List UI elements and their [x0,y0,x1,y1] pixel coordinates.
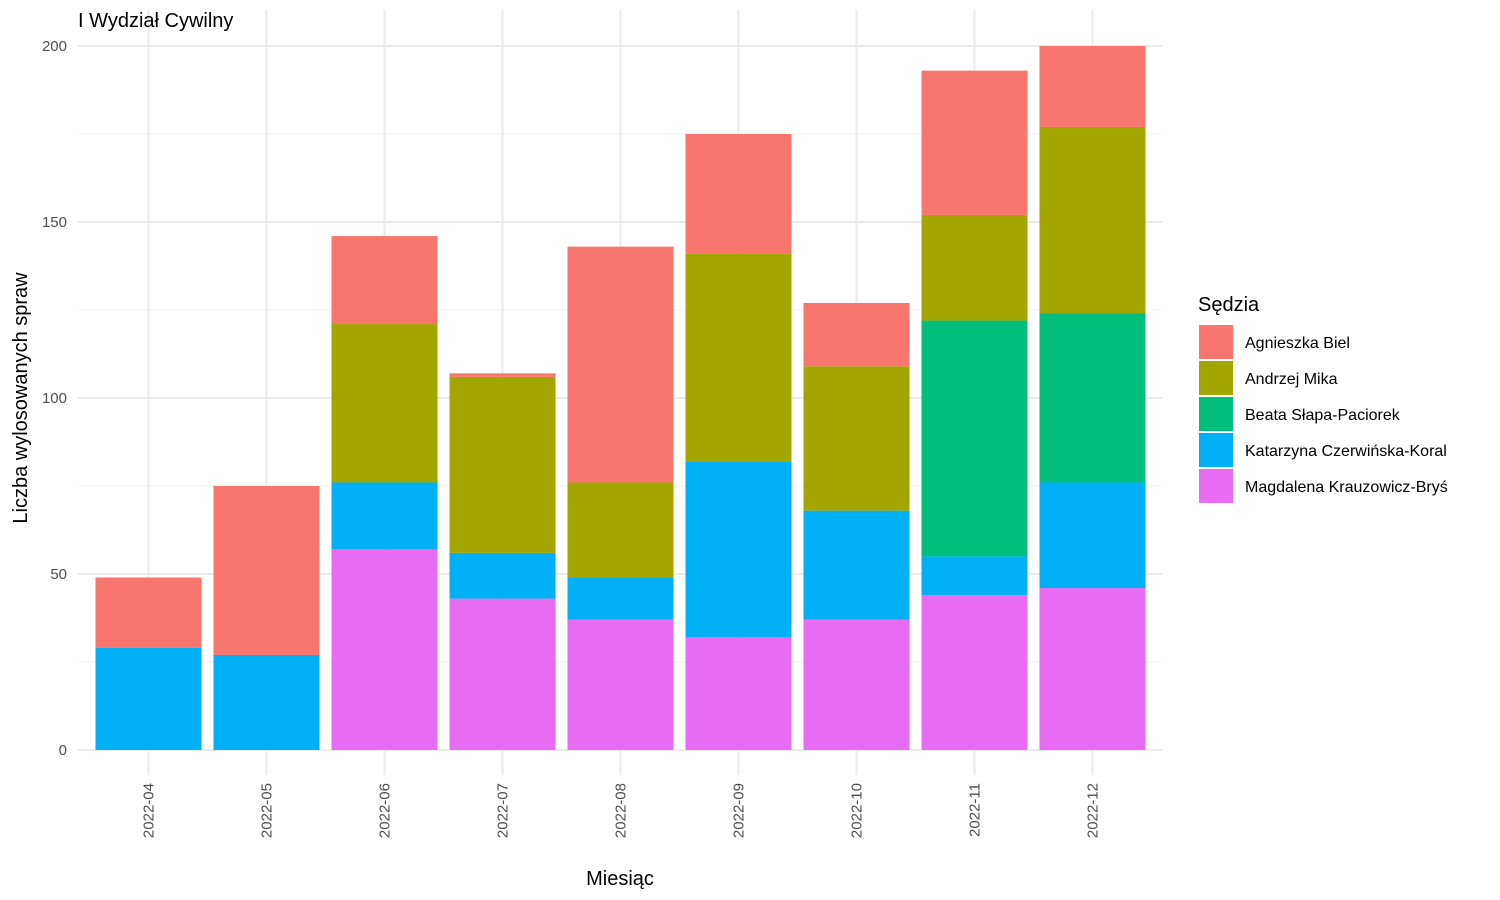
bar-segment [685,461,792,638]
bar-segment [803,366,910,511]
bar-segment [685,253,792,462]
x-tick-label: 2022-11 [967,783,984,837]
legend-label: Beata Słapa-Paciorek [1245,407,1401,424]
bar-segment [921,214,1028,321]
x-tick-label: 2022-04 [141,783,158,838]
bar-segment [685,637,792,750]
bar-segment [567,482,674,578]
bar-segment [921,320,1028,557]
bar-segment [1039,313,1146,483]
bar-segment [95,577,202,648]
y-tick-label: 50 [50,566,67,583]
bar-segment [1039,588,1146,750]
bar-segment [1039,46,1146,127]
bar-segment [921,595,1028,750]
bar-segment [685,134,792,254]
bar-segment [567,619,674,750]
bar-segment [1039,126,1146,314]
bar-segment [567,246,674,483]
bar-segment [567,577,674,620]
x-tick-label: 2022-09 [731,783,748,838]
bar-segment [449,552,556,599]
legend: Agnieszka Biel Andrzej Mika Beata Słapa-Pa… [1199,325,1448,503]
y-axis-title: Liczba wylosowanych spraw [10,272,32,524]
bar-segment [331,549,438,750]
legend-label: Agnieszka Biel [1245,335,1350,352]
bar-segment [331,482,438,550]
y-tick-label: 150 [42,214,67,231]
bar-segment [449,373,556,377]
bar-segment [213,486,320,655]
legend-key [1199,433,1233,467]
legend-key [1199,325,1233,359]
y-tick-label: 100 [42,390,67,407]
legend-label: Magdalena Krauzowicz-Bryś [1245,479,1448,496]
legend-key [1199,397,1233,431]
legend-key [1199,361,1233,395]
x-tick-label: 2022-10 [849,783,866,838]
bar-segment [449,598,556,750]
bar-segment [331,324,438,483]
x-tick-label: 2022-06 [377,783,394,838]
bar-segment [1039,482,1146,589]
bar-segment [331,236,438,325]
x-tick-label: 2022-08 [613,783,630,838]
bar-segment [213,654,320,750]
legend-title: Sędzia [1198,294,1260,316]
bars [95,46,1146,750]
x-tick-label: 2022-12 [1085,783,1102,838]
bar-segment [449,376,556,553]
bar-segment [921,70,1028,215]
chart-title: I Wydział Cywilny [78,10,233,32]
x-axis-ticks: 2022-04 2022-05 2022-06 2022-07 2022-08 2022-… [141,783,1102,838]
bar-segment [921,556,1028,596]
x-tick-label: 2022-07 [495,783,512,838]
y-tick-label: 200 [42,38,67,55]
bar-segment [803,619,910,750]
bar-segment [803,510,910,620]
y-axis-ticks: 0 50 100 150 200 [42,38,67,759]
legend-key [1199,469,1233,503]
x-tick-label: 2022-05 [259,783,276,838]
x-axis-title: Miesiąc [586,868,654,890]
legend-label: Andrzej Mika [1245,371,1338,388]
legend-label: Katarzyna Czerwińska-Koral [1245,443,1447,460]
y-tick-label: 0 [59,742,67,759]
bar-segment [95,647,202,750]
bar-segment [803,302,910,367]
